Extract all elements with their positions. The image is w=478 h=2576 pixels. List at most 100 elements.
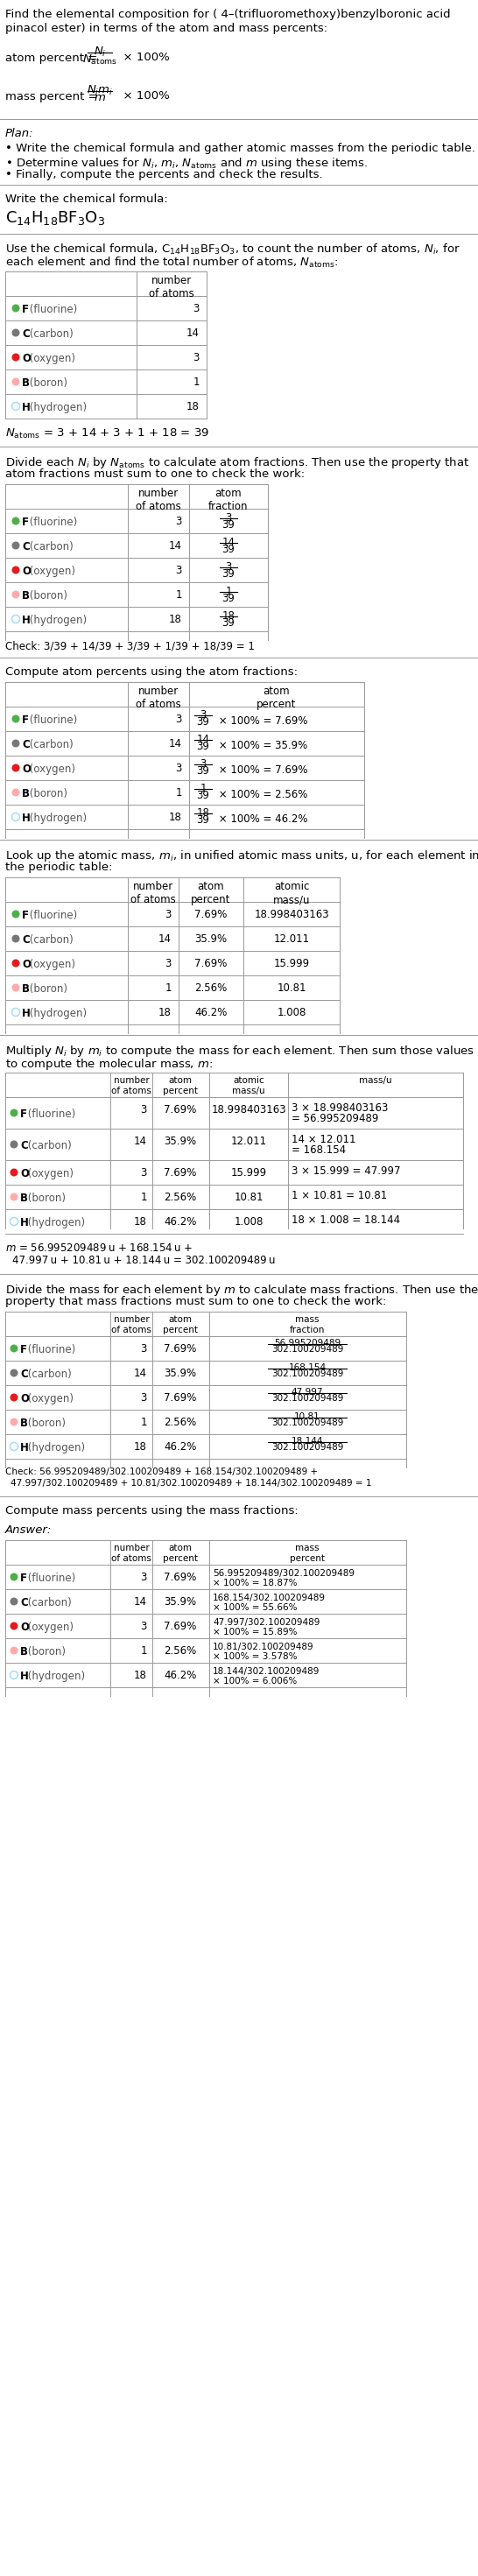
- Text: (fluorine): (fluorine): [26, 909, 77, 922]
- Text: 35.9%: 35.9%: [164, 1136, 196, 1146]
- Text: $N_\mathrm{atoms}$ = 3 + 14 + 3 + 1 + 18 = 39: $N_\mathrm{atoms}$ = 3 + 14 + 3 + 1 + 18…: [5, 428, 209, 440]
- Text: (boron): (boron): [24, 1646, 66, 1656]
- Text: O: O: [22, 353, 31, 363]
- Text: 1: 1: [141, 1417, 147, 1427]
- Text: atom fractions must sum to one to check the work:: atom fractions must sum to one to check …: [5, 469, 305, 479]
- Circle shape: [12, 935, 20, 943]
- Text: 7.69%: 7.69%: [164, 1342, 197, 1355]
- Text: F: F: [20, 1571, 27, 1584]
- Text: 302.100209489: 302.100209489: [271, 1345, 343, 1355]
- Text: 302.100209489: 302.100209489: [271, 1443, 343, 1453]
- Text: 39: 39: [196, 716, 210, 729]
- Text: × 100% = 7.69%: × 100% = 7.69%: [216, 716, 308, 726]
- Text: mass percent =: mass percent =: [5, 90, 101, 103]
- Text: 39: 39: [222, 592, 235, 605]
- Text: number
of atoms: number of atoms: [136, 685, 181, 711]
- Circle shape: [12, 379, 20, 386]
- Text: B: B: [22, 376, 30, 389]
- Text: 46.2%: 46.2%: [164, 1440, 197, 1453]
- Text: 39: 39: [222, 544, 235, 556]
- Text: × 100% = 18.87%: × 100% = 18.87%: [213, 1579, 297, 1587]
- Text: (hydrogen): (hydrogen): [26, 402, 87, 412]
- Text: B: B: [20, 1193, 28, 1203]
- Text: 3: 3: [193, 304, 200, 314]
- Text: × 100% = 55.66%: × 100% = 55.66%: [213, 1602, 297, 1613]
- Text: × 100% = 2.56%: × 100% = 2.56%: [216, 788, 308, 801]
- Text: number
of atoms: number of atoms: [149, 276, 194, 299]
- Circle shape: [10, 1597, 18, 1605]
- Text: 15.999: 15.999: [230, 1167, 267, 1180]
- Text: 10.81/302.100209489: 10.81/302.100209489: [213, 1643, 314, 1651]
- Text: Compute mass percents using the mass fractions:: Compute mass percents using the mass fra…: [5, 1504, 298, 1517]
- Text: 18.998403163: 18.998403163: [254, 909, 329, 920]
- Text: 14 × 12.011: 14 × 12.011: [292, 1133, 356, 1146]
- Text: × 100% = 35.9%: × 100% = 35.9%: [216, 739, 307, 752]
- Text: 39: 39: [222, 520, 235, 531]
- Circle shape: [12, 739, 20, 747]
- Text: (oxygen): (oxygen): [26, 567, 76, 577]
- Text: 302.100209489: 302.100209489: [271, 1394, 343, 1404]
- Text: (oxygen): (oxygen): [26, 353, 76, 363]
- Text: C: C: [20, 1597, 28, 1607]
- Text: O: O: [20, 1167, 29, 1180]
- Text: 35.9%: 35.9%: [195, 933, 227, 945]
- Text: H: H: [22, 811, 31, 824]
- Text: 18.998403163: 18.998403163: [211, 1105, 286, 1115]
- Text: 7.69%: 7.69%: [164, 1571, 197, 1584]
- Text: 18.144: 18.144: [291, 1437, 323, 1445]
- Text: 56.995209489: 56.995209489: [274, 1340, 341, 1347]
- Text: C: C: [20, 1141, 28, 1151]
- Text: = 56.995209489: = 56.995209489: [292, 1113, 379, 1123]
- Text: (hydrogen): (hydrogen): [24, 1443, 85, 1453]
- Text: (carbon): (carbon): [26, 935, 74, 945]
- Text: number
of atoms: number of atoms: [111, 1077, 152, 1095]
- Text: Answer:: Answer:: [5, 1525, 52, 1535]
- Text: B: B: [22, 590, 30, 603]
- Text: (boron): (boron): [26, 590, 67, 603]
- Text: 3: 3: [200, 708, 206, 721]
- Circle shape: [10, 1345, 18, 1352]
- Text: 3: 3: [141, 1167, 147, 1180]
- Text: × 100% = 46.2%: × 100% = 46.2%: [216, 814, 308, 824]
- Text: Look up the atomic mass, $m_i$, in unified atomic mass units, u, for each elemen: Look up the atomic mass, $m_i$, in unifi…: [5, 848, 478, 863]
- Text: mass
fraction: mass fraction: [290, 1316, 325, 1334]
- Text: × 100% = 7.69%: × 100% = 7.69%: [216, 765, 308, 775]
- Text: (fluorine): (fluorine): [24, 1345, 76, 1355]
- Text: Check: 56.995209489/302.100209489 + 168.154/302.100209489 +: Check: 56.995209489/302.100209489 + 168.…: [5, 1468, 318, 1476]
- Text: 2.56%: 2.56%: [164, 1417, 196, 1427]
- Circle shape: [12, 788, 20, 796]
- Text: 18: 18: [134, 1216, 147, 1229]
- Text: Write the chemical formula:: Write the chemical formula:: [5, 193, 168, 206]
- Text: $m$ = 56.995209489 u + 168.154 u +: $m$ = 56.995209489 u + 168.154 u +: [5, 1242, 193, 1255]
- Circle shape: [12, 716, 20, 724]
- Text: (hydrogen): (hydrogen): [24, 1216, 85, 1229]
- Text: (boron): (boron): [26, 788, 67, 799]
- Circle shape: [10, 1394, 18, 1401]
- Text: 168.154: 168.154: [288, 1363, 326, 1373]
- Text: • Finally, compute the percents and check the results.: • Finally, compute the percents and chec…: [5, 170, 323, 180]
- Text: (carbon): (carbon): [26, 327, 74, 340]
- Text: (oxygen): (oxygen): [26, 762, 76, 775]
- Text: (carbon): (carbon): [24, 1141, 72, 1151]
- Text: (carbon): (carbon): [24, 1597, 72, 1607]
- Text: number
of atoms: number of atoms: [111, 1316, 152, 1334]
- Text: 18: 18: [134, 1440, 147, 1453]
- Text: 10.81: 10.81: [294, 1412, 320, 1422]
- Text: × 100% = 3.578%: × 100% = 3.578%: [213, 1651, 297, 1662]
- Text: 14: 14: [196, 734, 210, 744]
- Text: (hydrogen): (hydrogen): [26, 616, 87, 626]
- Text: 18: 18: [169, 811, 182, 824]
- Text: × 100%: × 100%: [116, 52, 170, 62]
- Text: 18: 18: [134, 1669, 147, 1682]
- Text: mass/u: mass/u: [359, 1077, 392, 1084]
- Text: O: O: [20, 1623, 29, 1633]
- Text: 46.2%: 46.2%: [164, 1669, 197, 1682]
- Text: 2.56%: 2.56%: [195, 981, 228, 994]
- Text: 10.81: 10.81: [234, 1193, 263, 1203]
- Text: 12.011: 12.011: [230, 1136, 267, 1146]
- Text: (fluorine): (fluorine): [24, 1571, 76, 1584]
- Text: B: B: [22, 984, 30, 994]
- Text: Find the elemental composition for ( 4–(trifluoromethoxy)benzylboronic acid: Find the elemental composition for ( 4–(…: [5, 8, 451, 21]
- Text: 18: 18: [222, 611, 235, 621]
- Circle shape: [10, 1170, 18, 1177]
